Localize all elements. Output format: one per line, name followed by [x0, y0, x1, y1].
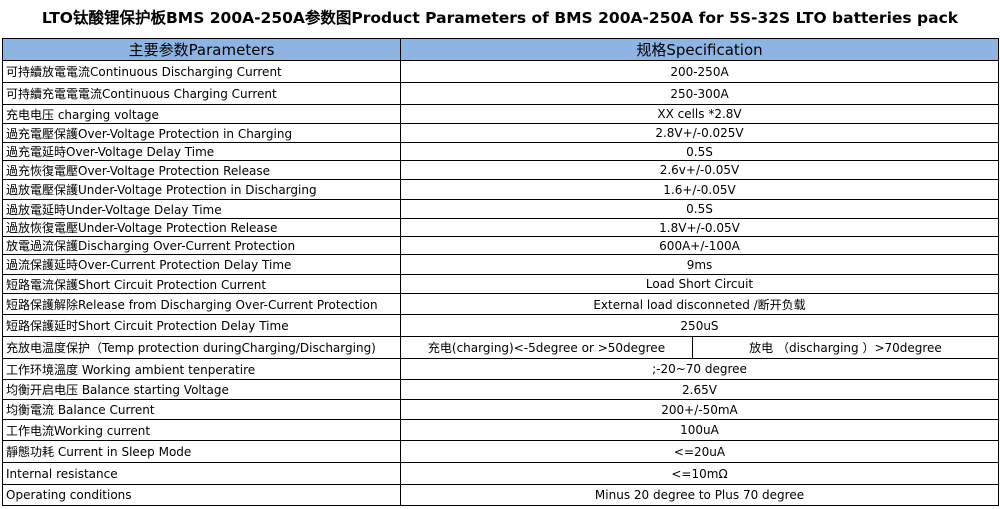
param-value: 200+/-50mA — [400, 399, 999, 420]
table-row: 可持續放電電流Continuous Discharging Current 20… — [2, 60, 999, 83]
param-label: 過充恢復電壓Over-Voltage Protection Release — [2, 160, 401, 180]
table-row: 過放電壓保護Under-Voltage Protection in Discha… — [2, 179, 999, 200]
param-value: 9ms — [400, 254, 999, 275]
param-value: 2.65V — [400, 379, 999, 400]
table-row: 短路保護延时Short Circuit Protection Delay Tim… — [2, 314, 999, 337]
param-label: 過放電壓保護Under-Voltage Protection in Discha… — [2, 179, 401, 200]
param-label: 均衡電流 Balance Current — [2, 399, 401, 420]
table-row: 充放电温度保护（Temp protection duringCharging/D… — [2, 336, 999, 359]
param-label: 短路電流保護Short Circuit Protection Current — [2, 274, 401, 294]
table-row: 工作环境溫度 Working ambient tenperatire ;-20~… — [2, 358, 999, 380]
param-value: <=20uA — [400, 440, 999, 463]
param-value: 600A+/-100A — [400, 236, 999, 255]
table-row: 短路電流保護Short Circuit Protection Current L… — [2, 274, 999, 294]
table-row: 充电电压 charging voltage XX cells *2.8V — [2, 104, 999, 124]
table-row: 過充電壓保護Over-Voltage Protection in Chargin… — [2, 123, 999, 143]
table-row: 均衡電流 Balance Current 200+/-50mA — [2, 399, 999, 420]
discharging-temp-value: 放电 （discharging ）>70degree — [692, 336, 999, 359]
param-label: 過充電壓保護Over-Voltage Protection in Chargin… — [2, 123, 401, 143]
param-value: 1.6+/-0.05V — [400, 179, 999, 200]
param-value: 100uA — [400, 419, 999, 441]
param-value: Load Short Circuit — [400, 274, 999, 294]
table-row: 過充電延時Over-Voltage Delay Time 0.5S — [2, 142, 999, 161]
parameters-table: 主要参数Parameters 规格Specification 可持續放電電流Co… — [2, 38, 999, 506]
param-value: 0.5S — [400, 142, 999, 161]
table-row: 過充恢復電壓Over-Voltage Protection Release 2.… — [2, 160, 999, 180]
table-row: Internal resistance <=10mΩ — [2, 462, 999, 485]
param-value: Minus 20 degree to Plus 70 degree — [400, 484, 999, 506]
header-parameters: 主要参数Parameters — [2, 38, 401, 61]
table-row: Operating conditions Minus 20 degree to … — [2, 484, 999, 506]
param-label: 過流保護延時Over-Current Protection Delay Time — [2, 254, 401, 275]
param-label: 短路保護延时Short Circuit Protection Delay Tim… — [2, 314, 401, 337]
table-row: 工作电流Working current 100uA — [2, 419, 999, 441]
param-label: 充电电压 charging voltage — [2, 104, 401, 124]
param-label: 工作电流Working current — [2, 419, 401, 441]
param-label: 短路保護解除Release from Discharging Over-Curr… — [2, 293, 401, 315]
param-value: <=10mΩ — [400, 462, 999, 485]
param-value: 2.8V+/-0.025V — [400, 123, 999, 143]
param-value: ;-20~70 degree — [400, 358, 999, 380]
param-value: 2.6v+/-0.05V — [400, 160, 999, 180]
table-row: 靜態功耗 Current in Sleep Mode <=20uA — [2, 440, 999, 463]
table-row: 過流保護延時Over-Current Protection Delay Time… — [2, 254, 999, 275]
param-value: 250uS — [400, 314, 999, 337]
param-label: 可持續放電電流Continuous Discharging Current — [2, 60, 401, 83]
param-value: 1.8V+/-0.05V — [400, 218, 999, 237]
charging-temp-value: 充电(charging)<-5degree or >50degree — [400, 336, 693, 359]
table-row: 過放電延時Under-Voltage Delay Time 0.5S — [2, 199, 999, 219]
page-title: LTO钛酸锂保护板BMS 200A-250A参数图Product Paramet… — [41, 9, 959, 27]
param-label: 可持續充電電電流Continuous Charging Current — [2, 82, 401, 105]
param-label: 過放恢復電壓Under-Voltage Protection Release — [2, 218, 401, 237]
table-row: 短路保護解除Release from Discharging Over-Curr… — [2, 293, 999, 315]
param-label: Internal resistance — [2, 462, 401, 485]
param-value: 250-300A — [400, 82, 999, 105]
header-specification: 规格Specification — [400, 38, 999, 61]
param-value: 200-250A — [400, 60, 999, 83]
table-row: 均衡开启电压 Balance starting Voltage 2.65V — [2, 379, 999, 400]
param-value: External load disconneted /断开负载 — [400, 293, 999, 315]
param-label: Operating conditions — [2, 484, 401, 506]
param-label: 過充電延時Over-Voltage Delay Time — [2, 142, 401, 161]
param-label: 靜態功耗 Current in Sleep Mode — [2, 440, 401, 463]
param-label: 工作环境溫度 Working ambient tenperatire — [2, 358, 401, 380]
table-row: 可持續充電電電流Continuous Charging Current 250-… — [2, 82, 999, 105]
table-row: 放電過流保護Discharging Over-Current Protectio… — [2, 236, 999, 255]
param-value: 0.5S — [400, 199, 999, 219]
table-header-row: 主要参数Parameters 规格Specification — [2, 38, 999, 61]
param-label: 充放电温度保护（Temp protection duringCharging/D… — [2, 336, 401, 359]
param-label: 均衡开启电压 Balance starting Voltage — [2, 379, 401, 400]
table-row: 過放恢復電壓Under-Voltage Protection Release 1… — [2, 218, 999, 237]
param-label: 放電過流保護Discharging Over-Current Protectio… — [2, 236, 401, 255]
param-label: 過放電延時Under-Voltage Delay Time — [2, 199, 401, 219]
param-value: XX cells *2.8V — [400, 104, 999, 124]
